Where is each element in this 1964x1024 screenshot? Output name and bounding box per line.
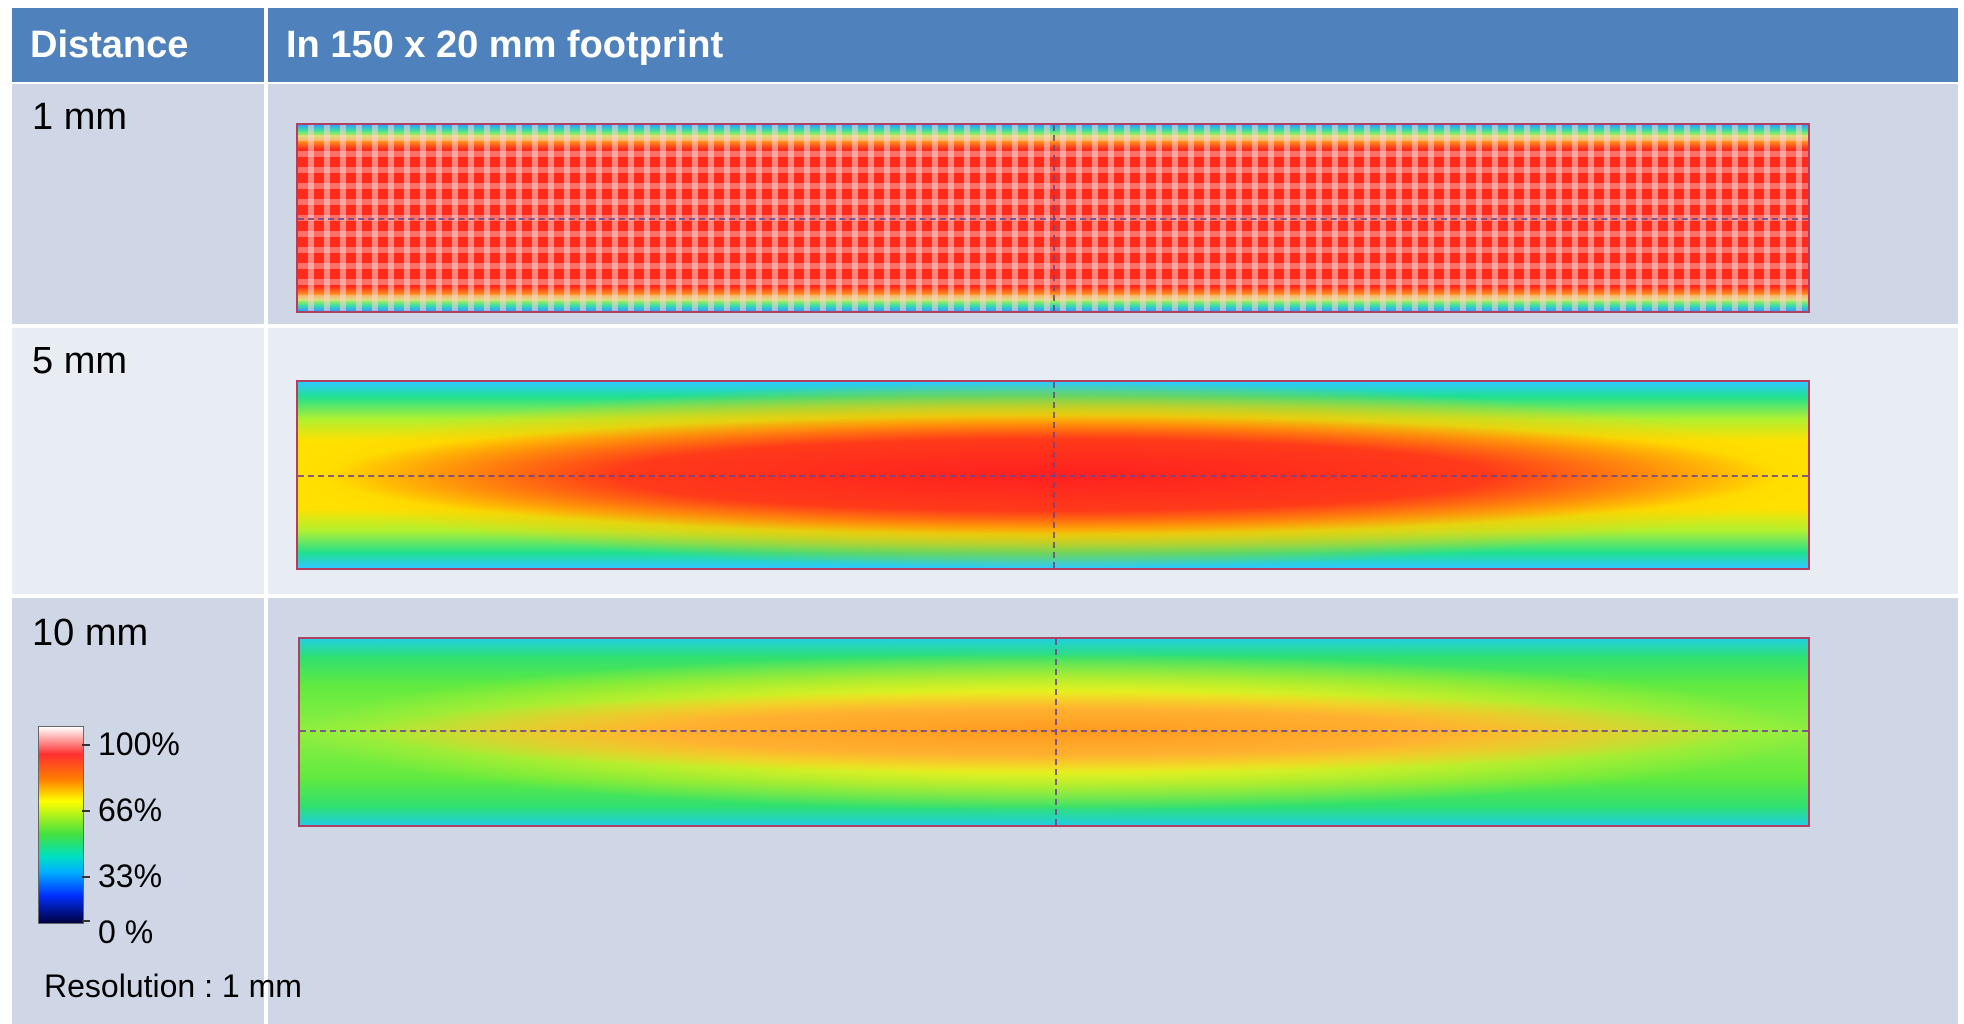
resolution-note: Resolution : 1 mm	[44, 968, 302, 1004]
row-3-distance-label: 10 mm	[32, 612, 149, 654]
legend-label-100: 100%	[98, 726, 180, 762]
heatmap-10mm-center-hline	[300, 730, 1808, 732]
legend-label-33: 33%	[98, 858, 163, 894]
heatmap-1mm	[296, 123, 1810, 313]
header-footprint-label: In 150 x 20 mm footprint	[286, 24, 724, 66]
row-1-distance-cell	[12, 84, 264, 324]
color-scale-tick-100	[82, 744, 90, 746]
header-distance: Distance	[12, 8, 264, 82]
color-scale-bar	[38, 726, 84, 924]
color-scale-tick-66	[82, 810, 90, 812]
heatmap-1mm-center-vline	[1053, 125, 1055, 311]
color-scale-tick-0	[82, 920, 90, 922]
heatmap-10mm-center-vline	[1055, 639, 1057, 825]
heatmap-5mm-center-vline	[1053, 382, 1055, 568]
header-footprint: In 150 x 20 mm footprint	[268, 8, 1958, 82]
header-distance-label: Distance	[30, 24, 189, 66]
color-scale-tick-33	[82, 876, 90, 878]
legend-label-0: 0 %	[98, 914, 154, 950]
heatmap-5mm	[296, 380, 1810, 570]
row-1-distance-label: 1 mm	[32, 96, 127, 138]
legend-label-66: 66%	[98, 792, 163, 828]
row-2-distance-cell	[12, 328, 264, 594]
heatmap-10mm	[298, 637, 1810, 827]
row-2-distance-label: 5 mm	[32, 340, 127, 382]
